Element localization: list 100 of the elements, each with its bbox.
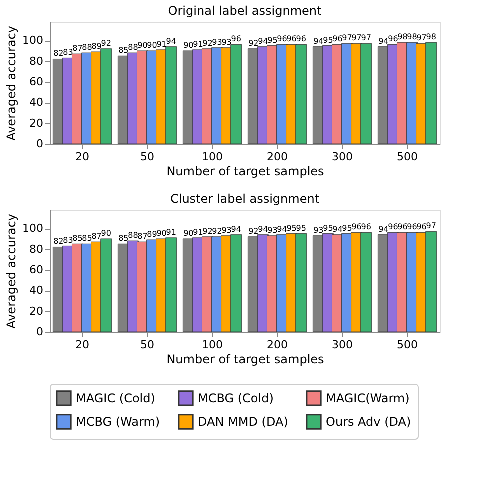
- data-label: 95: [342, 224, 352, 233]
- data-label: 93: [222, 38, 232, 47]
- data-label: 85: [118, 46, 129, 56]
- x-tick-label: 100: [202, 150, 223, 164]
- y-tick-label: 0: [36, 138, 44, 150]
- data-label: 89: [147, 230, 158, 239]
- data-label: 87: [92, 232, 102, 242]
- legend-label: MCBG (Warm): [76, 415, 160, 429]
- data-label: 97: [361, 34, 372, 43]
- data-label: 94: [332, 224, 343, 234]
- data-label: 92: [202, 38, 213, 48]
- data-label: 95: [323, 36, 334, 45]
- data-label: 88: [128, 43, 138, 52]
- legend-label: MCBG (Cold): [198, 391, 274, 406]
- y-tick-label: 40: [30, 96, 44, 110]
- data-label: 97: [416, 34, 427, 43]
- y-axis-title: Averaged accuracy: [4, 26, 19, 141]
- y-tick-label: 100: [22, 222, 44, 236]
- data-label: 96: [352, 222, 362, 232]
- data-label: 85: [82, 234, 92, 244]
- y-tick-label: 60: [30, 263, 44, 276]
- data-label: 94: [166, 36, 176, 46]
- data-label: 90: [184, 40, 194, 50]
- data-label: 93: [268, 226, 278, 235]
- data-label: 96: [407, 222, 418, 232]
- data-label: 94: [258, 36, 268, 46]
- data-label: 94: [378, 224, 389, 234]
- x-tick-label: 20: [76, 338, 90, 352]
- data-label: 91: [193, 40, 204, 49]
- y-tick-label: 60: [30, 75, 44, 88]
- x-tick-label: 200: [267, 150, 288, 164]
- x-tick-label: 300: [332, 338, 353, 352]
- x-axis-title: Number of target samples: [166, 352, 324, 366]
- data-label: 97: [426, 222, 436, 231]
- data-label: 92: [248, 226, 259, 236]
- x-tick-label: 50: [140, 150, 154, 164]
- x-tick-label: 20: [76, 150, 90, 164]
- data-label: 93: [212, 38, 222, 47]
- data-label: 96: [277, 34, 288, 44]
- data-label: 96: [416, 222, 427, 232]
- chart-title: Original label assignment: [168, 4, 322, 18]
- x-tick-label: 200: [267, 338, 288, 352]
- y-tick-label: 100: [22, 34, 44, 48]
- legend-label: Ours Adv (DA): [326, 415, 412, 429]
- data-label: 91: [166, 228, 176, 237]
- data-label: 96: [296, 34, 306, 44]
- data-label: 94: [314, 36, 324, 46]
- data-label: 90: [138, 40, 148, 50]
- y-tick-label: 0: [36, 326, 44, 338]
- data-label: 87: [72, 44, 83, 54]
- data-label: 95: [286, 224, 297, 233]
- data-label: 95: [296, 224, 306, 233]
- data-label: 91: [156, 40, 167, 49]
- data-label: 92: [212, 226, 222, 236]
- data-label: 94: [258, 224, 268, 234]
- data-label: 96: [332, 34, 343, 44]
- data-label: 88: [128, 231, 138, 240]
- data-label: 97: [352, 34, 362, 43]
- data-label: 96: [388, 222, 398, 232]
- data-label: 93: [314, 226, 324, 235]
- y-tick-label: 20: [30, 116, 44, 130]
- data-label: 88: [82, 43, 92, 52]
- data-label: 96: [398, 222, 408, 232]
- data-label: 94: [378, 36, 389, 46]
- chart-title: Cluster label assignment: [170, 192, 320, 206]
- x-tick-label: 300: [332, 150, 353, 164]
- x-tick-label: 500: [397, 338, 418, 352]
- data-label: 94: [231, 224, 242, 234]
- x-tick-label: 500: [397, 150, 418, 164]
- x-axis-title: Number of target samples: [166, 164, 324, 178]
- data-label: 96: [231, 34, 242, 44]
- data-label: 83: [63, 48, 74, 58]
- data-label: 85: [118, 234, 129, 244]
- x-tick-label: 50: [140, 338, 154, 352]
- data-label: 82: [54, 49, 64, 58]
- data-label: 96: [286, 34, 297, 44]
- legend-label: DAN MMD (DA): [198, 415, 288, 429]
- data-label: 82: [54, 237, 64, 246]
- data-label: 90: [184, 228, 194, 238]
- data-label: 90: [156, 228, 167, 238]
- data-label: 92: [248, 38, 259, 48]
- data-label: 92: [202, 226, 213, 236]
- y-tick-label: 40: [30, 284, 44, 298]
- data-label: 85: [72, 234, 83, 244]
- data-label: 90: [101, 228, 112, 238]
- data-label: 98: [426, 32, 436, 42]
- data-label: 93: [222, 226, 232, 235]
- x-tick-label: 100: [202, 338, 223, 352]
- data-label: 98: [407, 32, 418, 42]
- y-tick-label: 80: [30, 242, 44, 256]
- data-label: 89: [92, 42, 102, 51]
- data-label: 83: [63, 236, 74, 246]
- data-label: 97: [342, 34, 352, 43]
- data-label: 91: [193, 228, 204, 237]
- y-tick-label: 80: [30, 54, 44, 68]
- legend-label: MAGIC (Cold): [76, 391, 156, 406]
- data-label: 95: [268, 36, 278, 45]
- data-label: 98: [398, 32, 408, 42]
- data-label: 92: [101, 38, 112, 48]
- data-label: 94: [277, 224, 288, 234]
